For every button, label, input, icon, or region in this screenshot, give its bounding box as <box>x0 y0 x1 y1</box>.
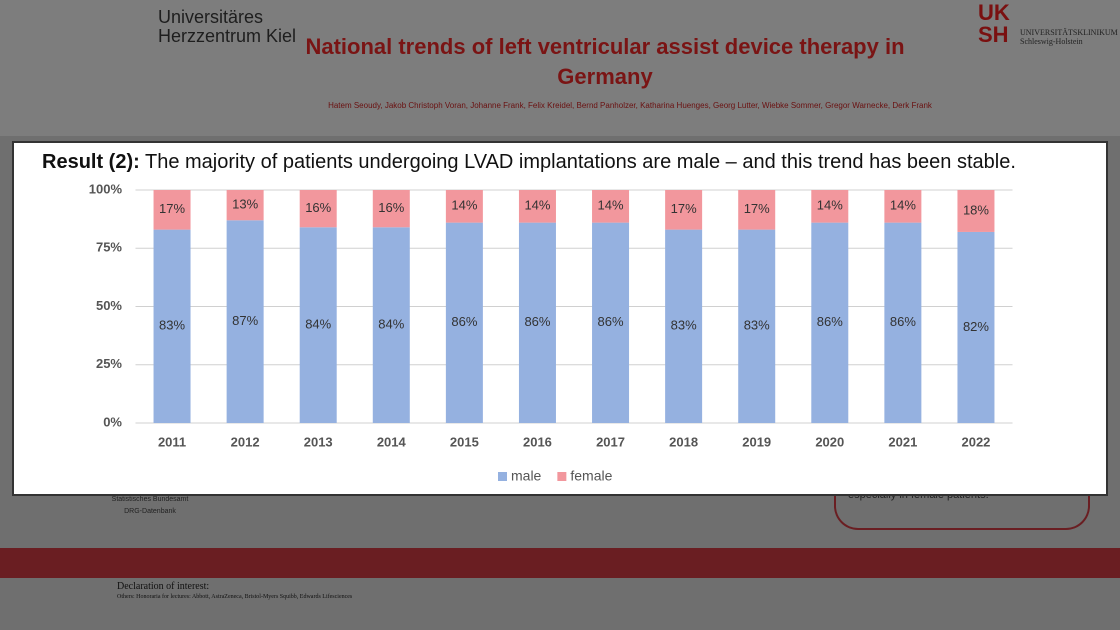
value-label: 14% <box>598 198 624 213</box>
value-label: 86% <box>598 314 624 329</box>
bar-segment <box>738 190 776 230</box>
value-label: 14% <box>817 198 843 213</box>
bar-segment <box>299 190 337 228</box>
result-label: Result (2): <box>42 151 140 173</box>
value-label: 17% <box>671 201 697 216</box>
authors: Hatem Seoudy, Jakob Christoph Voran, Joh… <box>328 101 932 110</box>
bar-segment <box>518 222 556 423</box>
y-tick-label: 25% <box>96 356 122 371</box>
x-tick-label: 2016 <box>523 434 552 449</box>
bar-segment <box>372 227 410 423</box>
source-1: Statistisches Bundesamt <box>111 496 189 503</box>
conclusion-box <box>834 478 1090 530</box>
value-label: 16% <box>305 200 331 215</box>
value-label: 18% <box>963 202 989 217</box>
bar-segment <box>153 190 191 230</box>
bar-segment <box>226 220 264 423</box>
y-tick-label: 50% <box>96 298 122 313</box>
value-label: 17% <box>744 201 770 216</box>
value-label: 16% <box>378 200 404 215</box>
poster-title: National trends of left ventricular assi… <box>305 34 905 89</box>
x-tick-label: 2012 <box>231 434 260 449</box>
result-text: The majority of patients undergoing LVAD… <box>145 151 1016 173</box>
bar-segment <box>665 229 703 423</box>
x-tick-label: 2011 <box>158 434 186 449</box>
value-label: 86% <box>451 314 477 329</box>
source-2: DRG-Datenbank <box>124 508 176 515</box>
value-label: 14% <box>524 198 550 213</box>
x-tick-label: 2013 <box>304 434 333 449</box>
bar-segment <box>592 190 630 223</box>
value-label: 13% <box>232 197 258 212</box>
legend-swatch <box>498 472 507 481</box>
bar-segment <box>153 229 191 423</box>
value-label: 17% <box>159 201 185 216</box>
x-tick-label: 2018 <box>669 434 698 449</box>
x-tick-label: 2021 <box>888 434 917 449</box>
legend-swatch <box>557 472 567 481</box>
value-label: 83% <box>744 318 770 333</box>
logo-right-sub: UNIVERSITÄTSKLINIKUM Schleswig-Holstein <box>1020 28 1118 46</box>
y-tick-label: 0% <box>103 414 122 429</box>
bar-segment <box>226 190 264 221</box>
bar-segment <box>884 190 922 223</box>
bar-segment <box>738 229 776 423</box>
declaration-text: Others: Honoraria for lectures: Abbott, … <box>117 594 353 600</box>
value-label: 86% <box>817 314 843 329</box>
x-tick-label: 2020 <box>815 434 844 449</box>
declaration-title: Declaration of interest: <box>117 581 210 592</box>
bar-segment <box>445 190 483 223</box>
poster-header <box>0 0 1120 136</box>
value-label: 86% <box>524 314 550 329</box>
bar-segment <box>299 227 337 423</box>
bar-segment <box>665 190 703 230</box>
bar-segment <box>445 222 483 423</box>
logo-right: UKSH <box>978 0 1010 47</box>
bar-segment <box>811 222 849 423</box>
value-label: 83% <box>671 318 697 333</box>
bar-segment <box>592 222 630 423</box>
legend-label: male <box>511 468 542 484</box>
result-line: Result (2): The majority of patients und… <box>42 151 1016 174</box>
result-panel <box>12 141 1108 496</box>
value-label: 14% <box>890 198 916 213</box>
bar-segment <box>518 190 556 223</box>
x-tick-label: 2017 <box>596 434 625 449</box>
value-label: 84% <box>378 317 404 332</box>
institution: Universitäres Herzzentrum Kiel <box>158 7 297 46</box>
value-label: 84% <box>305 317 331 332</box>
x-tick-label: 2022 <box>961 434 990 449</box>
red-band <box>0 548 1120 578</box>
x-tick-label: 2019 <box>742 434 771 449</box>
legend-label: female <box>570 468 612 484</box>
y-tick-label: 75% <box>96 240 122 255</box>
y-tick-label: 100% <box>89 181 123 196</box>
bar-segment <box>811 190 849 223</box>
value-label: 87% <box>232 313 258 328</box>
value-label: 83% <box>159 318 185 333</box>
bar-segment <box>884 222 922 423</box>
value-label: 86% <box>890 314 916 329</box>
bar-segment <box>957 190 995 232</box>
bar-segment <box>957 231 995 423</box>
value-label: 82% <box>963 319 989 334</box>
bar-segment <box>372 190 410 228</box>
x-tick-label: 2015 <box>450 434 479 449</box>
value-label: 14% <box>451 198 477 213</box>
x-tick-label: 2014 <box>377 434 407 449</box>
